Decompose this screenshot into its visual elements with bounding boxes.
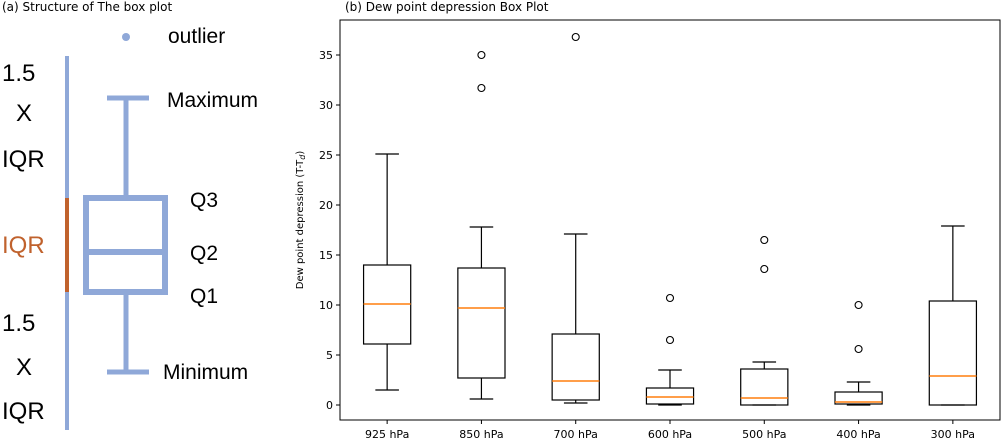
iqr-box xyxy=(645,387,695,405)
iqr-box xyxy=(740,368,789,406)
lower-range-line2: X xyxy=(16,354,33,381)
structure-diagram xyxy=(65,33,168,430)
q3-label: Q3 xyxy=(190,189,219,212)
chart-svg: 0 5 10 15 20 25 30 35 Dew point depression (T-Td… xyxy=(295,19,1001,441)
x-tick-label: 925 hPa xyxy=(365,428,409,441)
y-tick-label: 0 xyxy=(326,399,333,412)
chart-panel: (b) Dew point depression Box Plot 0 5 10 15… xyxy=(290,0,1008,448)
iqr-box xyxy=(457,267,506,379)
y-axis-label: Dew point depression (T-Td) xyxy=(295,151,307,290)
x-tick-label: 850 hPa xyxy=(459,428,503,441)
outlier-point xyxy=(665,293,675,303)
y-tick-label: 25 xyxy=(319,149,333,162)
upper-range-line1: 1.5 xyxy=(2,60,36,87)
iqr-box xyxy=(834,391,883,405)
y-axis-label-main: Dew point depression (T-T xyxy=(295,159,306,289)
y-tick-label: 20 xyxy=(319,199,333,212)
iqr-label: IQR xyxy=(2,232,45,259)
q1-label: Q1 xyxy=(190,285,219,308)
outlier-point xyxy=(760,235,769,245)
plot-frame xyxy=(339,19,1001,421)
iqr-box xyxy=(928,300,978,406)
y-axis-label-close: ) xyxy=(295,151,306,155)
y-tick-label: 5 xyxy=(326,349,333,362)
lower-range-line3: IQR xyxy=(2,398,45,425)
upper-range-line2: X xyxy=(16,100,33,127)
minimum-label: Minimum xyxy=(163,361,249,384)
chart-title: (b) Dew point depression Box Plot xyxy=(345,0,549,14)
y-tick-label: 35 xyxy=(319,49,333,62)
x-tick-label: 700 hPa xyxy=(554,428,598,441)
lower-range-line1: 1.5 xyxy=(2,310,36,337)
upper-range-line3: IQR xyxy=(2,146,45,173)
y-axis-label-sub: d xyxy=(298,154,307,160)
outlier-point xyxy=(665,335,675,345)
outlier-point xyxy=(854,344,863,354)
y-tick-label: 10 xyxy=(319,299,333,312)
outlier-point xyxy=(477,50,486,60)
outlier-point xyxy=(854,300,863,310)
outlier-point xyxy=(760,264,769,274)
y-tick-label: 30 xyxy=(319,99,333,112)
structure-title: (a) Structure of The box plot xyxy=(2,0,173,14)
q2-label: Q2 xyxy=(190,242,219,265)
x-tick-label: 400 hPa xyxy=(836,428,880,441)
outlier-point xyxy=(477,83,486,93)
x-tick-label: 300 hPa xyxy=(931,428,975,441)
structure-panel: (a) Structure of The box plot outlier 1.… xyxy=(0,0,300,448)
iqr-box xyxy=(83,195,168,295)
y-tick-label: 15 xyxy=(319,249,333,262)
iqr-box xyxy=(362,264,412,345)
x-tick-label: 500 hPa xyxy=(742,428,786,441)
outlier-legend-dot xyxy=(122,33,130,41)
x-tick-label: 600 hPa xyxy=(648,428,692,441)
maximum-label: Maximum xyxy=(167,89,259,112)
iqr-box xyxy=(551,333,600,401)
outlier-legend-label: outlier xyxy=(168,25,226,48)
outlier-point xyxy=(571,32,580,42)
